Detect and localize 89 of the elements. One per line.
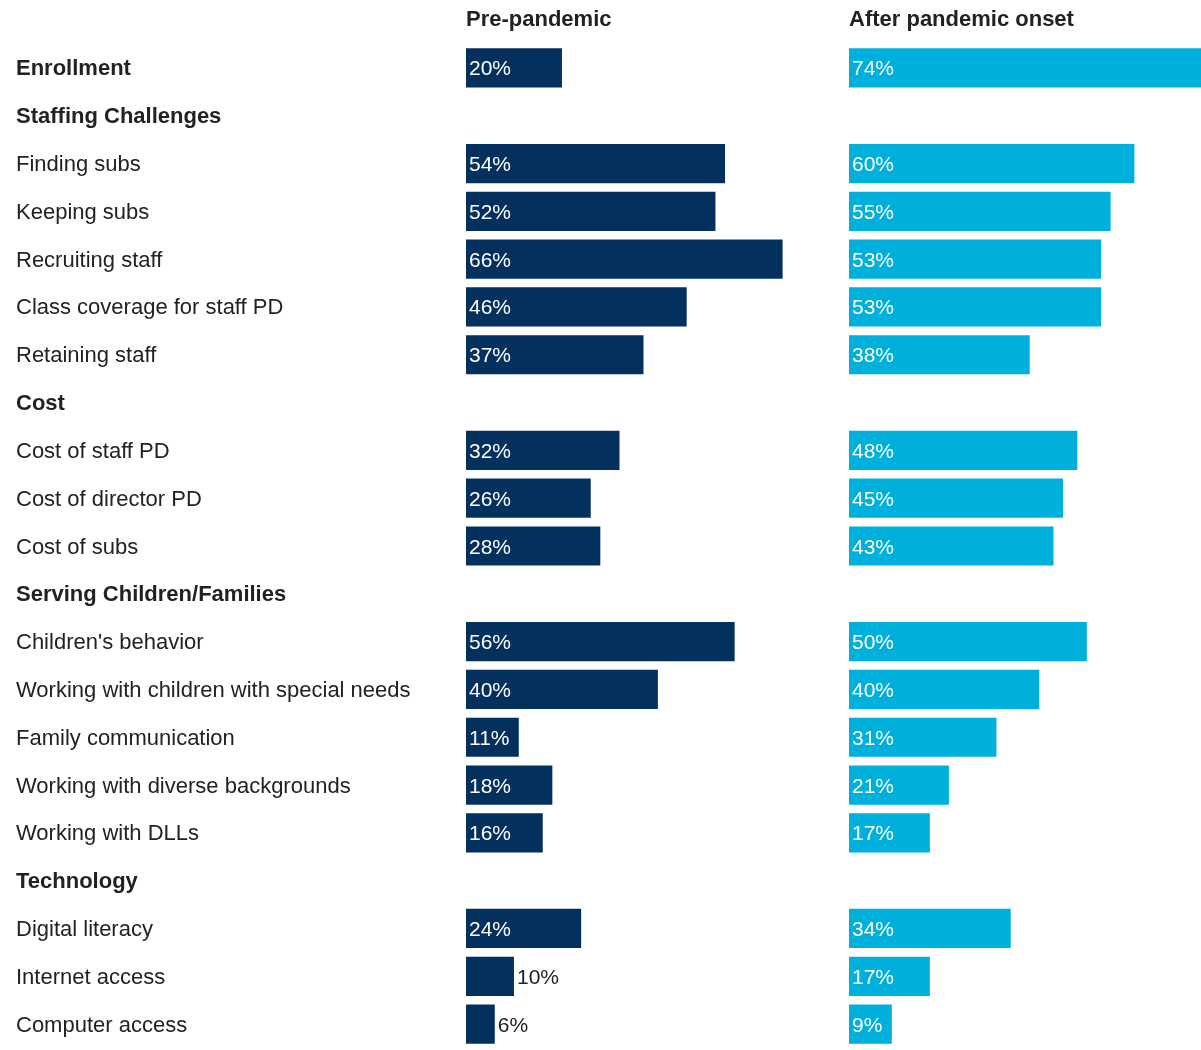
y-tick-label: Cost of staff PD bbox=[16, 438, 170, 463]
bar bbox=[466, 956, 514, 996]
data-label: 10% bbox=[516, 964, 559, 988]
y-tick-label: Finding subs bbox=[16, 151, 141, 176]
bar bbox=[466, 765, 553, 805]
data-label: 60% bbox=[852, 152, 895, 176]
bar bbox=[466, 287, 687, 327]
bar bbox=[849, 191, 1111, 231]
data-label: 53% bbox=[852, 247, 895, 271]
data-label: 31% bbox=[852, 725, 895, 749]
bar bbox=[466, 335, 644, 375]
data-label: 6% bbox=[497, 1012, 529, 1036]
data-label: 50% bbox=[852, 630, 895, 654]
data-label: 21% bbox=[852, 773, 895, 797]
data-label: 28% bbox=[469, 534, 512, 558]
bar bbox=[466, 622, 735, 662]
data-label: 54% bbox=[469, 152, 512, 176]
bar bbox=[466, 1004, 495, 1044]
y-tick-label: Serving Children/Families bbox=[16, 581, 287, 606]
data-label: 40% bbox=[852, 677, 895, 701]
y-tick-label: Staffing Challenges bbox=[16, 103, 222, 128]
data-label: 52% bbox=[469, 199, 512, 223]
data-label: 17% bbox=[852, 821, 895, 845]
data-label: 48% bbox=[852, 438, 895, 462]
y-tick-label: Retaining staff bbox=[16, 342, 158, 367]
data-label: 26% bbox=[469, 486, 512, 510]
data-label: 46% bbox=[469, 295, 512, 319]
data-label: 38% bbox=[852, 343, 895, 367]
bar bbox=[849, 239, 1102, 279]
data-label: 18% bbox=[469, 773, 512, 797]
y-tick-label: Keeping subs bbox=[16, 199, 150, 224]
bar bbox=[466, 143, 726, 184]
y-tick-label: Computer access bbox=[16, 1012, 188, 1037]
bar bbox=[849, 143, 1135, 184]
chart-title: After pandemic onset bbox=[849, 5, 1075, 31]
bar bbox=[849, 478, 1064, 518]
y-tick-label: Digital literacy bbox=[16, 916, 153, 941]
data-label: 55% bbox=[852, 199, 895, 223]
y-tick-label: Working with DLLs bbox=[16, 820, 199, 845]
data-label: 24% bbox=[469, 916, 512, 940]
y-tick-label: Working with children with special needs bbox=[16, 677, 411, 702]
bar bbox=[849, 335, 1030, 375]
data-label: 53% bbox=[852, 295, 895, 319]
bar bbox=[466, 908, 582, 949]
bar bbox=[849, 622, 1087, 662]
bar bbox=[849, 717, 997, 757]
bar bbox=[466, 430, 620, 470]
data-label: 40% bbox=[469, 677, 512, 701]
data-label: 11% bbox=[469, 725, 510, 749]
bar bbox=[849, 669, 1040, 710]
y-tick-label: Family communication bbox=[16, 725, 235, 750]
y-tick-label: Cost of director PD bbox=[16, 486, 202, 511]
y-tick-label: Working with diverse backgrounds bbox=[16, 773, 351, 798]
y-tick-label: Recruiting staff bbox=[16, 247, 164, 272]
bar bbox=[466, 48, 562, 88]
bar bbox=[849, 765, 949, 805]
data-label: 16% bbox=[469, 821, 512, 845]
bar bbox=[466, 669, 658, 710]
bar bbox=[849, 956, 930, 996]
y-tick-label: Children's behavior bbox=[16, 629, 204, 654]
bar bbox=[849, 908, 1011, 949]
data-label: 37% bbox=[469, 343, 512, 367]
data-label: 74% bbox=[852, 56, 895, 80]
data-label: 43% bbox=[852, 534, 895, 558]
bar bbox=[849, 813, 930, 853]
data-label: 32% bbox=[469, 438, 512, 462]
chart-title: Pre-pandemic bbox=[466, 5, 612, 31]
y-tick-label: Internet access bbox=[16, 964, 166, 989]
y-tick-label: Cost of subs bbox=[16, 534, 139, 559]
data-label: 56% bbox=[469, 630, 512, 654]
bar bbox=[849, 526, 1054, 566]
bar bbox=[849, 430, 1078, 470]
bar bbox=[466, 191, 716, 231]
data-label: 66% bbox=[469, 247, 512, 271]
y-tick-label: Cost bbox=[16, 390, 66, 415]
data-label: 9% bbox=[852, 1012, 883, 1036]
y-tick-label: Class coverage for staff PD bbox=[16, 294, 284, 319]
bar bbox=[466, 526, 601, 566]
bar bbox=[849, 48, 1201, 88]
bar bbox=[466, 478, 591, 518]
y-tick-label: Technology bbox=[16, 868, 139, 893]
y-tick-label: Enrollment bbox=[16, 55, 132, 80]
data-label: 17% bbox=[852, 964, 895, 988]
bar bbox=[849, 287, 1102, 327]
data-label: 20% bbox=[469, 56, 512, 80]
data-label: 34% bbox=[852, 916, 895, 940]
bar bbox=[466, 239, 783, 279]
data-label: 45% bbox=[852, 486, 895, 510]
bar bbox=[466, 813, 543, 853]
